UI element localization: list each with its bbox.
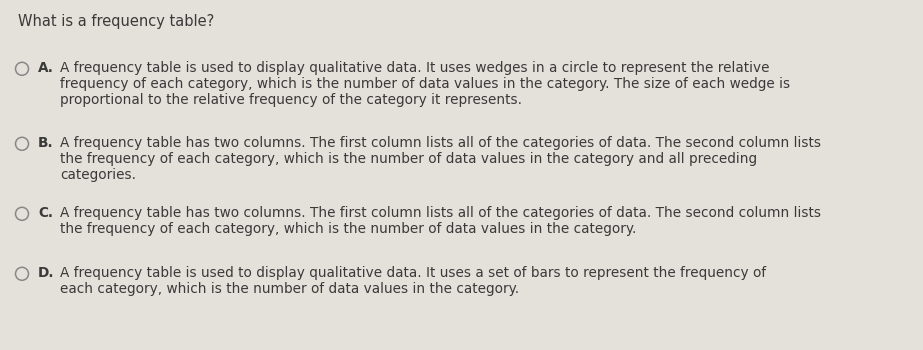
Text: A frequency table has two columns. The first column lists all of the categories : A frequency table has two columns. The f… [60,206,821,220]
Text: A frequency table has two columns. The first column lists all of the categories : A frequency table has two columns. The f… [60,136,821,150]
Text: categories.: categories. [60,168,136,182]
Text: each category, which is the number of data values in the category.: each category, which is the number of da… [60,282,519,296]
Text: D.: D. [38,266,54,280]
Text: A.: A. [38,61,54,75]
Text: C.: C. [38,206,53,220]
Text: frequency of each category, which is the number of data values in the category. : frequency of each category, which is the… [60,77,790,91]
Text: the frequency of each category, which is the number of data values in the catego: the frequency of each category, which is… [60,222,636,236]
Text: A frequency table is used to display qualitative data. It uses wedges in a circl: A frequency table is used to display qua… [60,61,770,75]
Text: B.: B. [38,136,54,150]
Text: the frequency of each category, which is the number of data values in the catego: the frequency of each category, which is… [60,152,757,166]
Text: What is a frequency table?: What is a frequency table? [18,14,214,29]
Text: A frequency table is used to display qualitative data. It uses a set of bars to : A frequency table is used to display qua… [60,266,766,280]
Text: proportional to the relative frequency of the category it represents.: proportional to the relative frequency o… [60,93,522,107]
